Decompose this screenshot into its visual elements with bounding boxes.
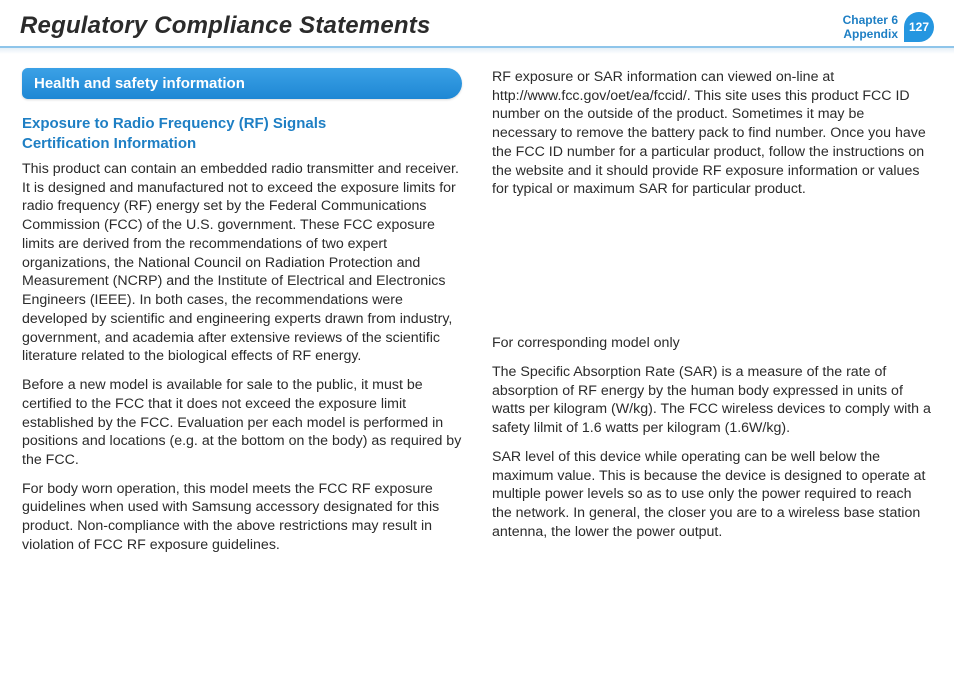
content-area: Health and safety information Exposure t…: [0, 48, 954, 575]
chapter-line-1: Chapter 6: [843, 13, 898, 27]
right-column: RF exposure or SAR information can viewe…: [492, 68, 932, 565]
body-paragraph: RF exposure or SAR information can viewe…: [492, 68, 932, 199]
subheading-certification: Certification Information: [22, 135, 462, 152]
body-paragraph: For body worn operation, this model meet…: [22, 480, 462, 555]
body-paragraph: For corresponding model only: [492, 334, 932, 353]
left-column: Health and safety information Exposure t…: [22, 68, 462, 565]
section-heading-tab: Health and safety information: [22, 68, 462, 99]
page-header: Regulatory Compliance Statements Chapter…: [0, 0, 954, 48]
page-number-badge: 127: [904, 12, 934, 42]
chapter-indicator: Chapter 6 Appendix 127: [843, 12, 934, 42]
page-title: Regulatory Compliance Statements: [20, 12, 431, 40]
spacer: [492, 209, 932, 334]
body-paragraph: SAR level of this device while operating…: [492, 448, 932, 542]
chapter-line-2: Appendix: [843, 27, 898, 41]
body-paragraph: Before a new model is available for sale…: [22, 376, 462, 470]
chapter-text: Chapter 6 Appendix: [843, 13, 898, 42]
body-paragraph: This product can contain an embedded rad…: [22, 160, 462, 366]
body-paragraph: The Specific Absorption Rate (SAR) is a …: [492, 363, 932, 438]
subheading-rf-signals: Exposure to Radio Frequency (RF) Signals: [22, 115, 462, 132]
